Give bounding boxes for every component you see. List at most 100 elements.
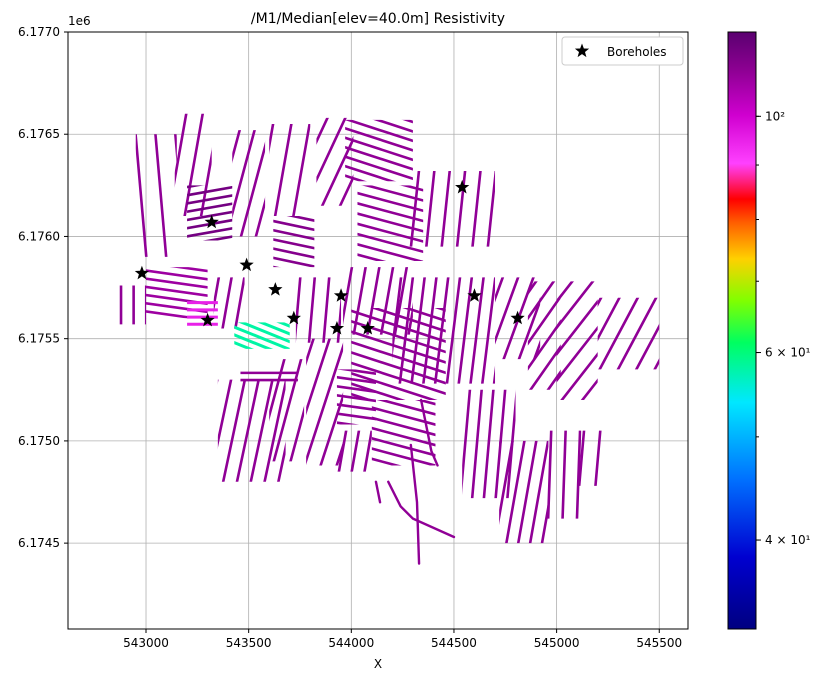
legend-star-icon — [574, 43, 590, 58]
survey-block — [135, 134, 177, 257]
flight-line — [232, 130, 242, 163]
x-tick-label: 543500 — [226, 636, 272, 650]
flight-line — [335, 441, 344, 466]
survey-block — [217, 379, 286, 482]
survey-block — [546, 430, 582, 519]
flight-line — [402, 308, 446, 323]
isolated-flight-line — [419, 398, 439, 467]
y-tick-label: 6.1760 — [18, 229, 60, 243]
flight-line — [527, 294, 561, 346]
survey-block — [316, 117, 354, 206]
survey-block — [213, 277, 245, 329]
flight-line — [320, 135, 354, 206]
flight-line — [575, 430, 582, 519]
flight-line — [357, 253, 387, 261]
flight-line — [187, 185, 233, 197]
flight-line — [221, 277, 233, 329]
flight-line — [336, 394, 376, 403]
flight-line — [561, 430, 567, 519]
isolated-flight-line — [387, 480, 456, 539]
flight-line — [295, 277, 302, 343]
colorbar-gradient — [727, 31, 757, 630]
borehole-star — [360, 320, 375, 335]
borehole-layer — [134, 179, 525, 335]
x-tick-label: 543000 — [123, 636, 169, 650]
flight-line — [234, 333, 274, 349]
flight-line — [336, 412, 376, 421]
survey-block — [345, 119, 413, 182]
flight-line — [499, 440, 514, 525]
flight-line — [343, 267, 354, 325]
flight-line — [528, 344, 561, 390]
x-tick-label: 544000 — [328, 636, 374, 650]
flight-line — [357, 243, 424, 261]
borehole-star — [455, 179, 470, 194]
flight-line — [249, 379, 274, 482]
flight-line — [273, 238, 315, 250]
flight-line — [371, 436, 436, 457]
flight-line — [371, 426, 436, 447]
flight-line — [351, 371, 438, 401]
flight-line — [540, 499, 549, 544]
flight-line — [263, 379, 286, 482]
flight-line — [146, 285, 208, 297]
flight-line — [469, 277, 485, 384]
x-tick-label: 545000 — [534, 636, 580, 650]
flight-line — [371, 406, 436, 426]
flight-line — [146, 269, 208, 281]
flight-line — [273, 247, 315, 259]
flight-line — [528, 440, 549, 544]
flight-line — [517, 297, 541, 360]
chart-title: /M1/Median[elev=40.0m] Resistivity — [251, 11, 505, 27]
y-tick-label: 6.1750 — [18, 434, 60, 448]
borehole-star — [268, 282, 283, 296]
flight-line — [471, 171, 482, 247]
flight-line — [187, 210, 233, 222]
flight-line — [351, 319, 446, 354]
flight-line — [499, 440, 502, 458]
flight-line — [370, 308, 446, 333]
flight-line — [560, 352, 598, 401]
y-tick-label: 6.1770 — [18, 25, 60, 39]
flight-line — [505, 440, 526, 544]
flight-line — [187, 227, 233, 238]
flight-line — [440, 171, 452, 247]
flight-line — [371, 447, 436, 466]
flight-line — [376, 400, 436, 416]
axes-frame — [67, 31, 689, 630]
borehole-star — [329, 320, 345, 335]
survey-block — [392, 277, 496, 384]
flight-line — [336, 369, 376, 375]
flight-line — [577, 430, 586, 486]
flight-line — [366, 267, 381, 335]
flight-line — [234, 325, 290, 349]
survey-block — [499, 440, 549, 544]
flight-line — [351, 351, 446, 385]
flight-line — [254, 197, 266, 237]
flight-line — [398, 277, 415, 384]
flight-line — [234, 277, 245, 329]
flight-line — [322, 277, 331, 343]
isolated-flight-line — [374, 480, 382, 504]
y-offset-label: 1e6 — [68, 14, 91, 28]
flight-line — [425, 171, 436, 247]
flight-line — [361, 185, 424, 202]
colorbar: 10² 6 × 10¹ 4 × 10¹ — [727, 31, 811, 630]
flight-line — [422, 277, 438, 384]
flight-line — [351, 382, 406, 401]
flight-line — [307, 277, 317, 343]
flight-line — [433, 277, 450, 384]
borehole-star — [204, 214, 219, 229]
x-tick-label: 544500 — [431, 636, 477, 650]
flight-line — [345, 126, 413, 152]
flight-line — [527, 319, 561, 371]
y-tick-label: 6.1765 — [18, 127, 60, 141]
flight-line — [482, 389, 495, 499]
legend: Boreholes — [561, 36, 684, 66]
data-layer — [119, 113, 660, 565]
flight-line — [357, 222, 424, 243]
y-tick-label: 6.1755 — [18, 332, 60, 346]
flight-line — [306, 342, 344, 465]
flight-line — [345, 155, 413, 181]
